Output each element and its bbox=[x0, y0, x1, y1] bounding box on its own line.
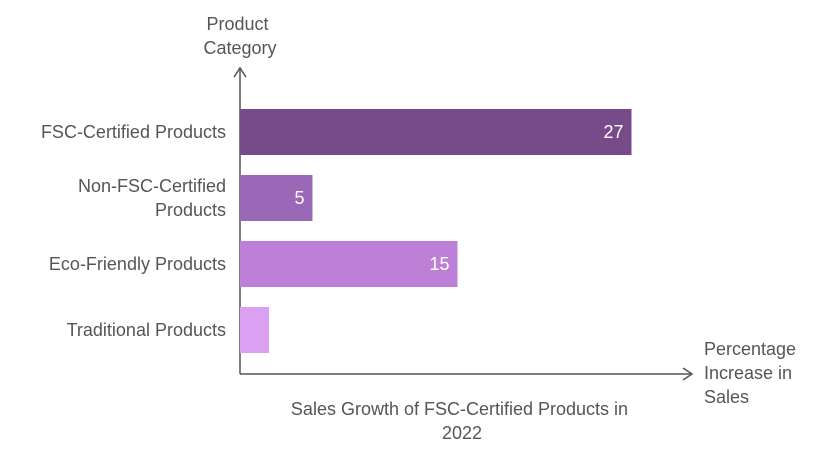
bars-group: 27 FSC-Certified Products 5 Non-FSC-Certifi… bbox=[41, 109, 632, 353]
bar-value-label: 27 bbox=[603, 122, 623, 142]
y-axis-arrowhead bbox=[233, 66, 247, 78]
category-label-line: FSC-Certified Products bbox=[41, 122, 226, 142]
x-axis-title-line-1: Percentage bbox=[704, 339, 796, 359]
category-label-line: Eco-Friendly Products bbox=[49, 254, 226, 274]
bar-1 bbox=[240, 109, 632, 155]
bar-value-label: 15 bbox=[429, 254, 449, 274]
bar-2 bbox=[240, 175, 313, 221]
category-label: FSC-Certified Products bbox=[41, 122, 226, 142]
y-axis-title-line-2: Category bbox=[203, 38, 276, 58]
bar-value-label: 5 bbox=[294, 188, 304, 208]
category-label-line: Non-FSC-Certified bbox=[78, 176, 226, 196]
y-axis-title: Product Category bbox=[203, 14, 276, 58]
chart-title: Sales Growth of FSC-Certified Products i… bbox=[291, 399, 633, 443]
category-label-line: Traditional Products bbox=[67, 320, 226, 340]
y-axis-title-line-1: Product bbox=[206, 14, 268, 34]
category-label-line: Products bbox=[155, 200, 226, 220]
x-axis-title: Percentage Increase in Sales bbox=[704, 339, 801, 407]
category-label: Eco-Friendly Products bbox=[49, 254, 226, 274]
bar-3 bbox=[240, 241, 458, 287]
chart-title-line-1: Sales Growth of FSC-Certified Products i… bbox=[291, 399, 628, 419]
bar-4 bbox=[240, 307, 269, 353]
x-axis-title-line-2: Increase in bbox=[704, 363, 792, 383]
x-axis-arrowhead bbox=[682, 367, 694, 381]
x-axis bbox=[240, 367, 694, 381]
category-label: Non-FSC-Certified Products bbox=[78, 176, 226, 220]
chart-title-line-2: 2022 bbox=[442, 423, 482, 443]
category-label: Traditional Products bbox=[67, 320, 226, 340]
x-axis-title-line-3: Sales bbox=[704, 387, 749, 407]
